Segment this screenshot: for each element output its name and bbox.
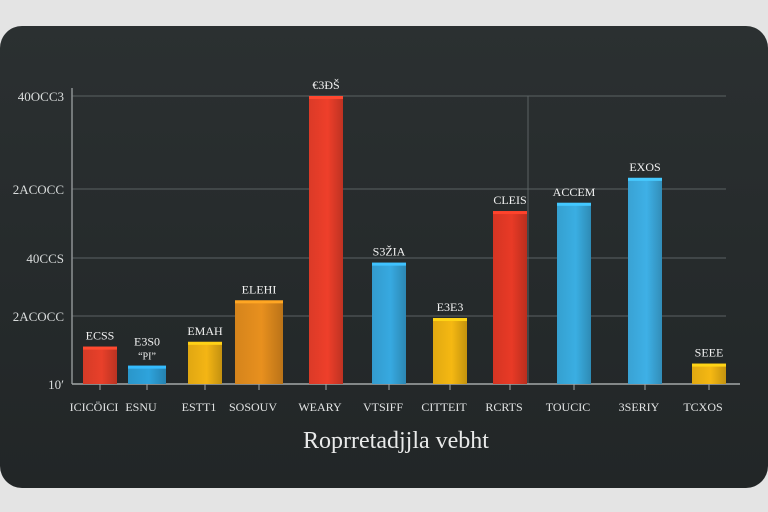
x-tick-label: TCXOS — [683, 400, 722, 414]
bar — [309, 96, 343, 384]
x-tick-label: 3SERIY — [619, 400, 660, 414]
data-label: EMAH — [187, 324, 223, 338]
bar — [433, 318, 467, 384]
bar-top — [628, 177, 662, 181]
bar-group — [235, 300, 283, 384]
bar-group — [128, 365, 166, 384]
bar — [83, 346, 117, 384]
bar-top — [433, 318, 467, 322]
bar — [557, 202, 591, 384]
data-label: EXOS — [629, 160, 660, 174]
bar-top — [235, 300, 283, 304]
bar-chart: 10′ 2ACOCC 40CCS 2ACOCC 40OCC3 ECSS ICICÖICI E3… — [13, 78, 740, 454]
data-label: S3ŽIA — [373, 245, 406, 259]
bar — [493, 211, 527, 384]
bar — [235, 300, 283, 384]
bar — [372, 262, 406, 384]
bar-top — [493, 211, 527, 215]
x-tick-label: ICICÖICI — [70, 400, 119, 414]
bar — [628, 177, 662, 384]
bar-top — [309, 96, 343, 99]
data-label: ECSS — [86, 329, 115, 343]
data-label: E3E3 — [437, 300, 464, 314]
y-tick-label: 2ACOCC — [13, 182, 64, 197]
x-tick-label: WEARY — [298, 400, 342, 414]
y-tick-label: 2ACOCC — [13, 309, 64, 324]
x-tick-label: TOUCIC — [546, 400, 590, 414]
bar-group — [692, 363, 726, 384]
y-tick-label: 40OCC3 — [18, 89, 64, 104]
x-tick-label: SOSOUV — [229, 400, 277, 414]
bar-group — [628, 177, 662, 384]
bar-top — [188, 341, 222, 345]
x-tick-label: VTSIFF — [363, 400, 403, 414]
bar-top — [128, 365, 166, 369]
x-tick-label: RCRTS — [485, 400, 522, 414]
bar-group — [493, 211, 527, 384]
bar-top — [692, 363, 726, 367]
x-tick-label: CITTEIT — [421, 400, 467, 414]
x-tick-label: ESTT1 — [182, 400, 217, 414]
bar — [128, 365, 166, 384]
bar-group — [188, 341, 222, 384]
bar-group — [83, 346, 117, 384]
data-label: E3S0 — [134, 335, 160, 349]
data-label: SEEE — [695, 346, 724, 360]
bar-group — [557, 202, 591, 384]
bar-top — [557, 202, 591, 206]
chart-panel: 10′ 2ACOCC 40CCS 2ACOCC 40OCC3 ECSS ICICÖICI E3… — [0, 26, 768, 488]
x-tick-label: ESNU — [125, 400, 157, 414]
bar-group — [372, 262, 406, 384]
bar-top — [372, 262, 406, 266]
bar — [692, 363, 726, 384]
data-label: €3ĐŠ — [312, 78, 339, 92]
bar-group — [433, 318, 467, 384]
data-label: ELEHI — [242, 282, 277, 296]
bar — [188, 341, 222, 384]
x-axis-label: Roprretadjjla vebht — [303, 428, 489, 454]
y-tick-label: 40CCS — [26, 251, 64, 266]
data-sublabel: “PI” — [138, 352, 156, 363]
data-label: CLEIS — [493, 193, 526, 207]
y-tick-label: 10′ — [48, 377, 64, 392]
bar-top — [83, 346, 117, 350]
data-label: ACCEM — [553, 185, 596, 199]
bar-group — [309, 96, 343, 384]
